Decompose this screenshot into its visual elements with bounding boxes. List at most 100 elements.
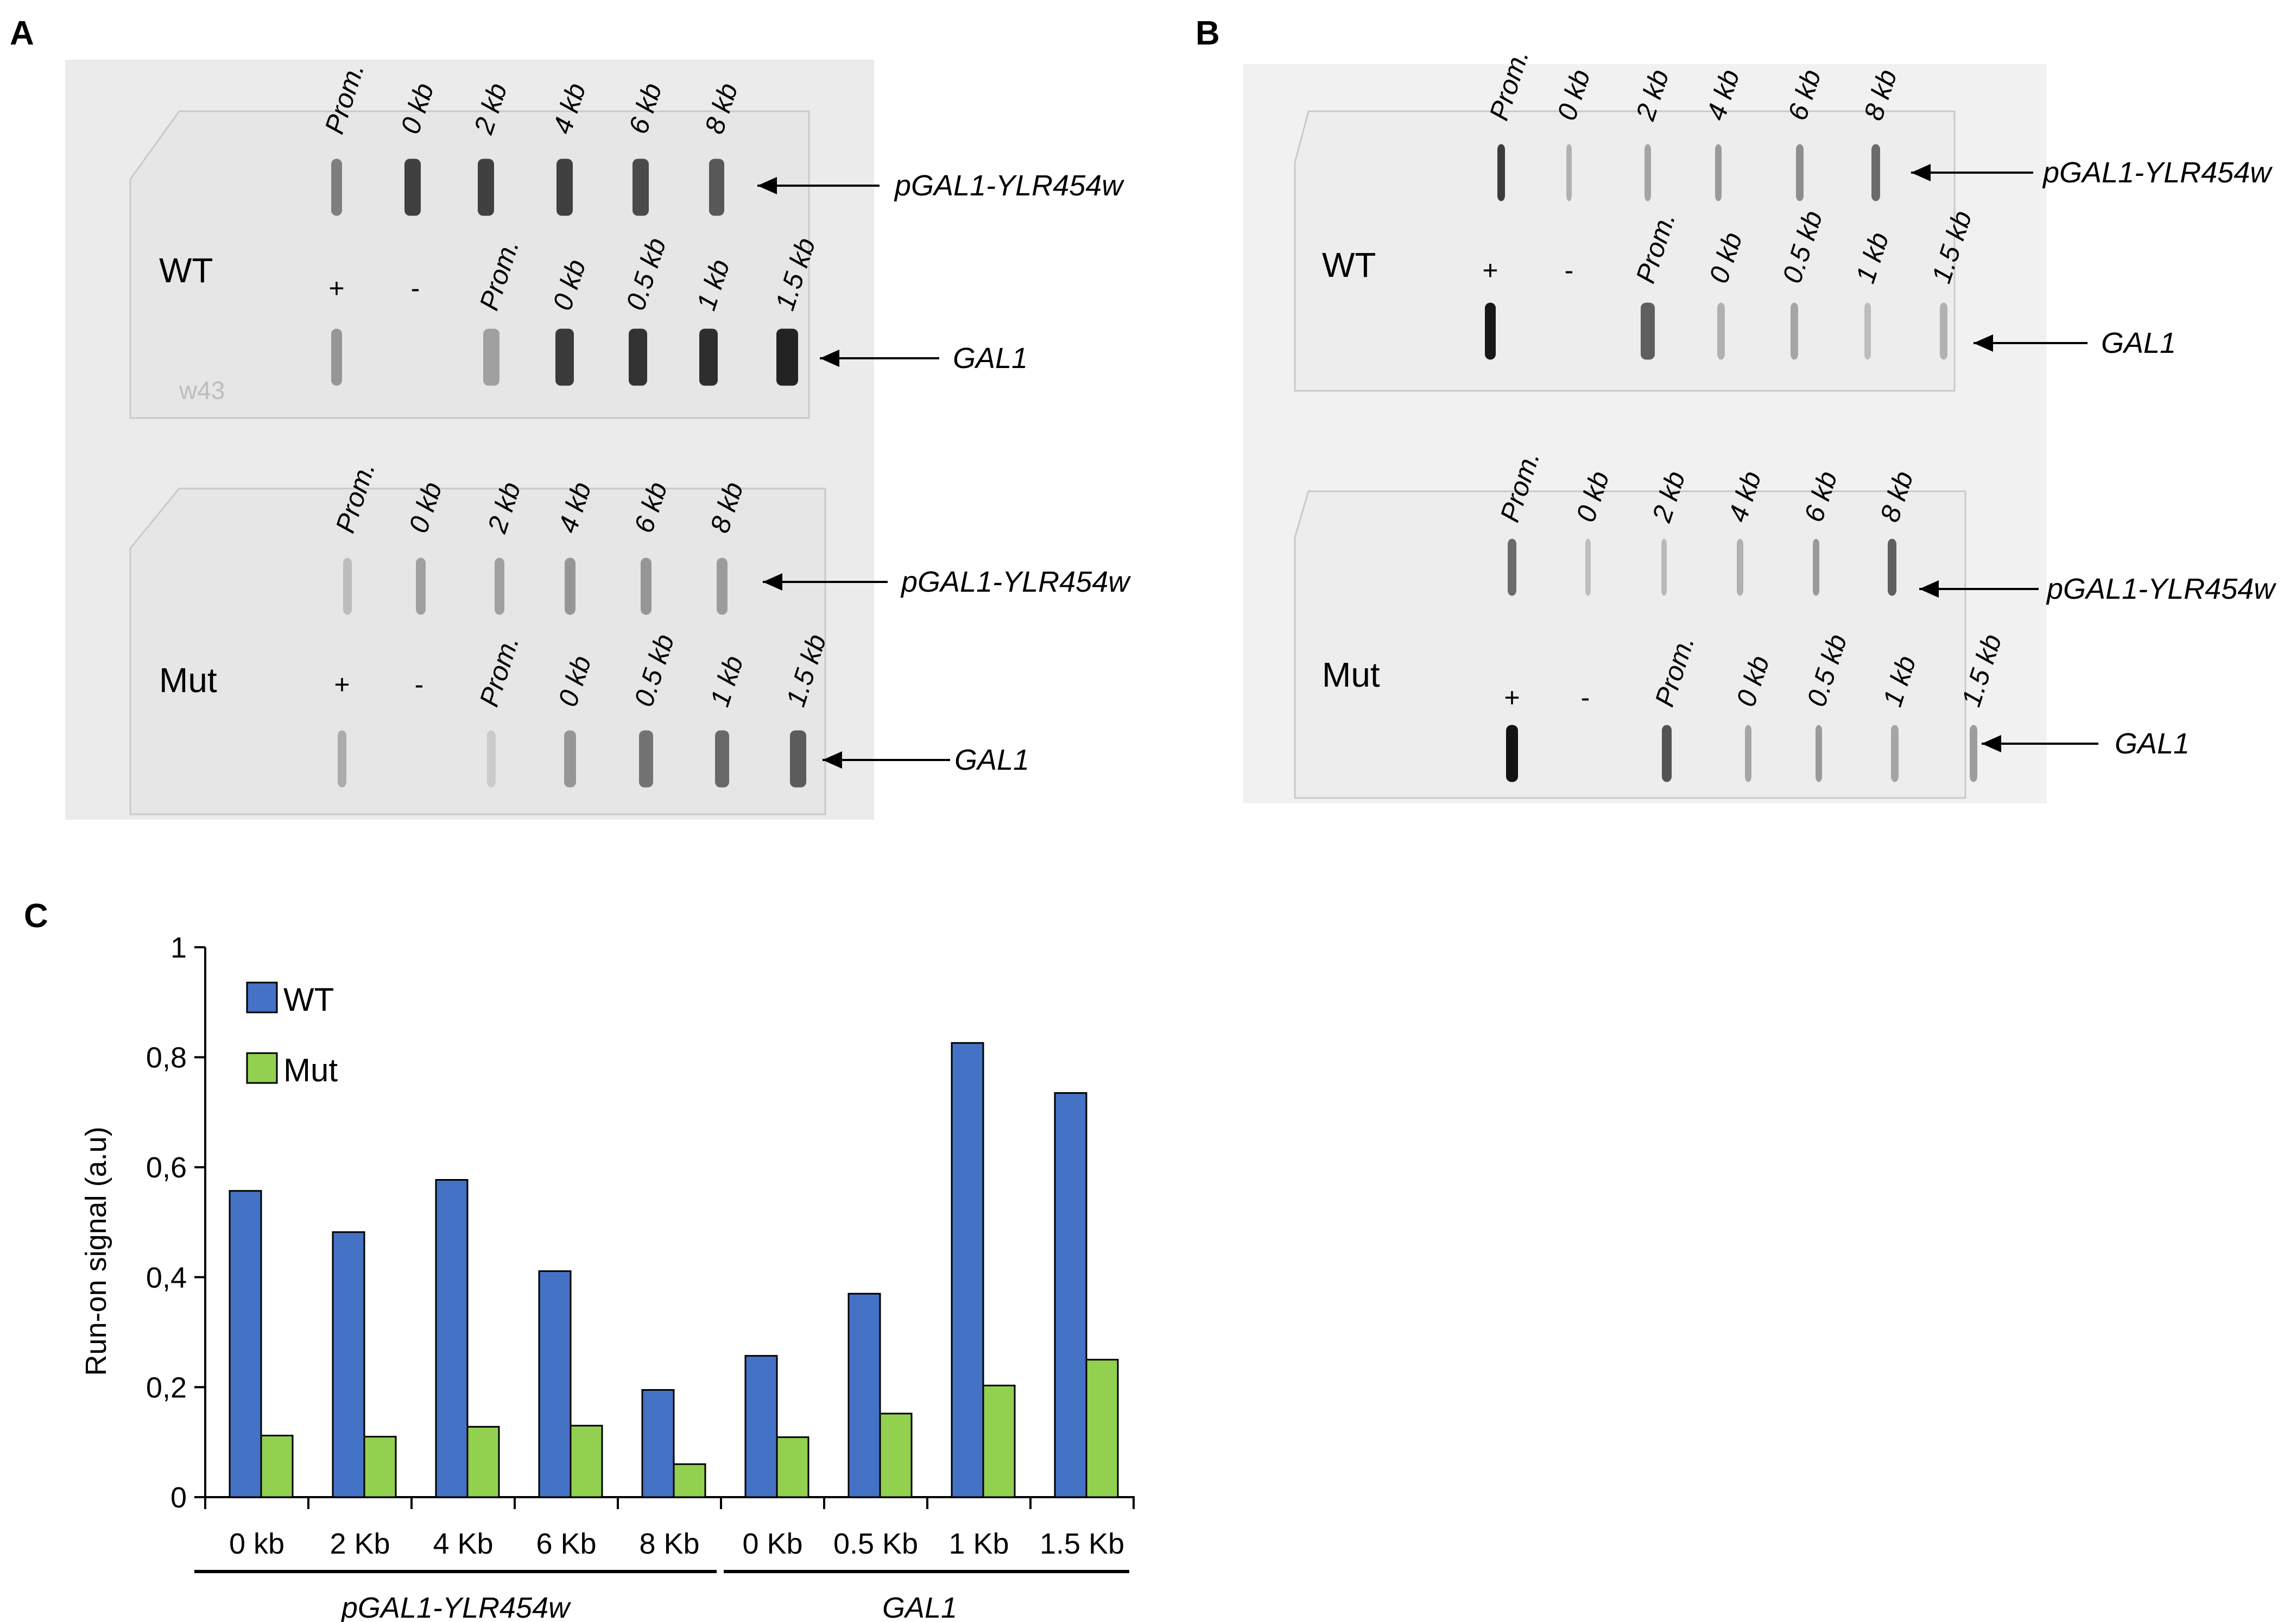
bar-wt-3 [538, 1270, 572, 1498]
slot-band [331, 159, 342, 216]
category-groups: pGAL1-YLR454w GAL1 [194, 1570, 1129, 1622]
bar-mut-4 [673, 1463, 706, 1498]
bar-wt-8 [1054, 1092, 1087, 1498]
bar-mut-1 [363, 1436, 397, 1498]
membrane-wt: Prom. 0 kb 2 kb 4 kb 6 kb 8 kb+ - Prom. 0 kb 0.5 … [129, 59, 1124, 419]
bar-mut-5 [776, 1436, 809, 1498]
slot-band [1497, 144, 1505, 201]
strain-label: Mut [159, 661, 217, 700]
x-tick-label: 6 Kb [536, 1528, 596, 1560]
slot-band [556, 159, 573, 216]
slot-band [1970, 725, 1977, 782]
slot-band [1506, 725, 1518, 782]
bar-mut-7 [982, 1384, 1016, 1498]
membrane-mut: Prom. 0 kb 2 kb 4 kb 6 kb 8 kb+ - Prom. 0 kb 0.5 … [129, 458, 1131, 815]
slot-band [1662, 725, 1672, 782]
gene-label-upper: pGAL1-YLR454w [900, 566, 1131, 598]
x-tick-label: 8 Kb [639, 1528, 699, 1560]
bar-wt-6 [847, 1292, 881, 1498]
slot-band [487, 730, 496, 788]
slot-band [699, 328, 718, 386]
y-tick-label: 0 [170, 1481, 187, 1514]
gene-label-upper: pGAL1-YLR454w [894, 169, 1124, 202]
control-label-plus: + [1504, 682, 1520, 713]
slot-band [331, 328, 342, 386]
bar-mut-2 [466, 1425, 500, 1498]
slot-band [495, 557, 504, 615]
membrane-wt: Prom. 0 kb 2 kb 4 kb 6 kb 8 kb+ - Prom. 0 kb 0.5 … [1294, 46, 2273, 392]
slot-band [776, 328, 798, 386]
slot-band [1864, 302, 1871, 360]
slot-band [565, 557, 575, 615]
slot-band [629, 328, 647, 386]
bar-mut-0 [260, 1435, 294, 1498]
blot-panel-b: Prom. 0 kb 2 kb 4 kb 6 kb 8 kb+ - Prom. 0 kb 0.5 … [1294, 46, 2276, 799]
control-label-minus: - [411, 273, 420, 303]
slot-band [1485, 302, 1496, 360]
control-label-minus: - [1581, 682, 1590, 713]
legend-swatch-mut [246, 1052, 278, 1084]
control-label-minus: - [415, 669, 424, 700]
slot-band [1717, 302, 1725, 360]
bar-mut-8 [1085, 1359, 1119, 1498]
slot-band [1661, 538, 1667, 596]
bar-wt-5 [744, 1355, 778, 1498]
slot-band [709, 159, 724, 216]
bar-wt-7 [951, 1042, 984, 1498]
control-label-plus: + [1482, 255, 1498, 286]
slot-band [1641, 302, 1655, 360]
gene-label-lower: GAL1 [2101, 327, 2176, 359]
membrane-shape [1294, 490, 1966, 799]
slot-band [1644, 144, 1651, 201]
x-tick-label: 0 Kb [742, 1528, 802, 1560]
slot-band [1508, 538, 1516, 596]
slot-band [639, 730, 653, 788]
slot-band [1566, 144, 1572, 201]
group-label: pGAL1-YLR454w [340, 1592, 571, 1622]
gene-label-lower: GAL1 [2115, 727, 2190, 760]
slot-band [1888, 538, 1896, 596]
slot-band [1816, 725, 1822, 782]
y-axis-label: Run-on signal (a.u) [80, 1126, 112, 1376]
strain-label: Mut [1322, 655, 1380, 694]
control-label-plus: + [328, 273, 344, 303]
control-label-plus: + [334, 669, 350, 700]
membrane-shape [1294, 110, 1956, 392]
legend-label-wt: WT [283, 981, 334, 1018]
slot-band [1940, 302, 1947, 360]
legend: WT Mut [246, 981, 338, 1088]
slot-band [1715, 144, 1722, 201]
x-axis-ticks: 0 kb 2 Kb 4 Kb 6 Kb 8 Kb 0 Kb 0.5 Kb 1 Kb 1.5 Kb [204, 1497, 1135, 1560]
slot-band [555, 328, 574, 386]
bar-wt-0 [229, 1190, 262, 1498]
legend-label-mut: Mut [283, 1052, 338, 1088]
slot-band [641, 557, 652, 615]
y-tick-label: 0,4 [146, 1262, 187, 1294]
slot-band [564, 730, 576, 788]
y-tick-label: 0,6 [146, 1151, 187, 1184]
x-tick-label: 1.5 Kb [1040, 1528, 1124, 1560]
bar-wt-1 [332, 1231, 365, 1498]
bar-wt-4 [641, 1389, 675, 1498]
y-tick-label: 0,8 [146, 1042, 187, 1074]
slot-band [338, 730, 346, 788]
slot-band [1791, 302, 1798, 360]
control-label-minus: - [1565, 255, 1574, 286]
x-tick-label: 0.5 Kb [833, 1528, 918, 1560]
bar-chart: Run-on signal (a.u) 0 0,2 0,4 0,6 0,8 1 0 kb 2… [80, 932, 1135, 1622]
membrane-mut: Prom. 0 kb 2 kb 4 kb 6 kb 8 kb+ - Prom. 0 kb 0.5 … [1294, 447, 2276, 799]
bar-wt-2 [435, 1179, 469, 1498]
blot-panel-a: Prom. 0 kb 2 kb 4 kb 6 kb 8 kb+ - Prom. 0 kb 0.5 … [129, 59, 1131, 815]
slot-band [404, 159, 421, 216]
slot-band [1871, 144, 1880, 201]
slot-band [717, 557, 728, 615]
slot-band [416, 557, 426, 615]
panel-letter-a: A [10, 15, 34, 52]
membrane-mark: w43 [179, 376, 225, 404]
strain-label: WT [1322, 245, 1376, 284]
group-label: GAL1 [882, 1592, 957, 1622]
slot-band [715, 730, 729, 788]
panel-letter-b: B [1196, 15, 1220, 52]
